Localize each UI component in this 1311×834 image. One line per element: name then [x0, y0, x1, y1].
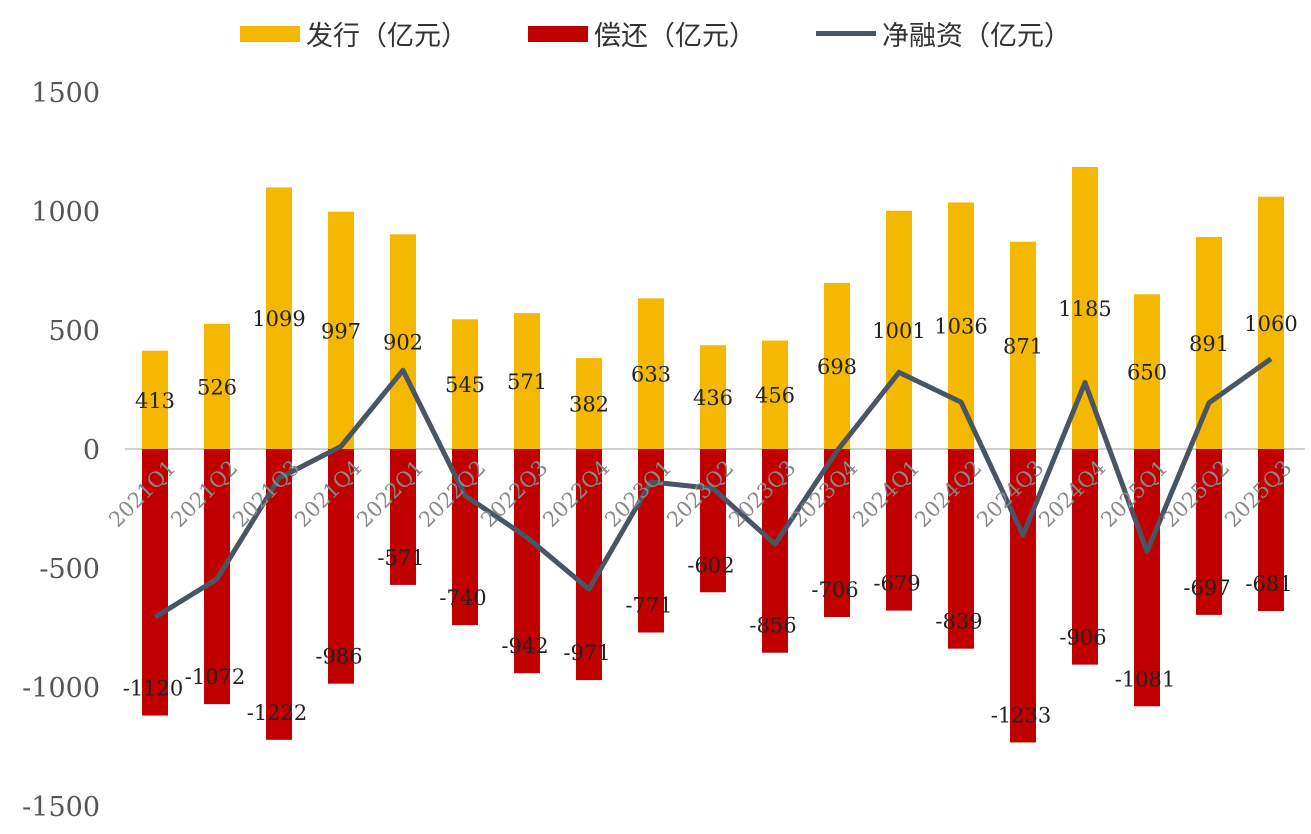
issuance-bar [328, 211, 354, 449]
issuance-data-label: 650 [1127, 361, 1167, 385]
repayment-bar [762, 449, 788, 653]
repayment-bar [390, 449, 416, 585]
net-financing-line [153, 356, 1273, 620]
repayment-data-label: -986 [315, 645, 362, 669]
repayment-data-label: -971 [563, 641, 610, 665]
repayment-data-label: -771 [625, 593, 672, 617]
repayment-data-label: -681 [1245, 572, 1292, 596]
issuance-data-label: 1001 [872, 319, 925, 343]
legend-label: 净融资（亿元） [882, 21, 1071, 52]
repayment-bar [576, 449, 602, 681]
repayment-bar [1134, 449, 1160, 707]
legend-item-net: 净融资（亿元） [816, 14, 1071, 53]
issuance-data-label: 545 [445, 373, 485, 397]
issuance-data-label: 698 [817, 355, 857, 379]
repayment-data-label: -679 [873, 572, 920, 596]
issuance-data-label: 1099 [252, 307, 305, 331]
repayment-data-label: -740 [439, 586, 486, 610]
legend: 发行（亿元） 偿还（亿元） 净融资（亿元） [0, 14, 1311, 53]
repayment-bar [886, 449, 912, 611]
repayment-data-label: -1072 [185, 665, 246, 689]
issuance-data-label: 571 [507, 370, 547, 394]
repayment-bar [1196, 449, 1222, 615]
y-tick-label: -1500 [22, 792, 100, 823]
legend-swatch [528, 25, 588, 42]
issuance-bar [824, 282, 850, 449]
issuance-data-label: 436 [693, 386, 733, 410]
repayment-data-label: -697 [1183, 576, 1230, 600]
repayment-data-label: -602 [687, 553, 734, 577]
issuance-data-label: 382 [569, 393, 609, 417]
issuance-bar [452, 319, 478, 449]
repayment-data-label: -706 [811, 578, 858, 602]
issuance-bar [204, 323, 230, 449]
issuance-data-label: 1185 [1058, 297, 1111, 321]
issuance-bar [700, 345, 726, 449]
repayment-data-label: -906 [1059, 626, 1106, 650]
issuance-data-label: 997 [321, 319, 361, 343]
legend-item-issuance: 发行（亿元） [240, 14, 468, 53]
repayment-data-label: -942 [501, 634, 548, 658]
y-tick-label: 1000 [31, 197, 100, 228]
issuance-data-label: 871 [1003, 334, 1043, 358]
issuance-data-label: 902 [383, 331, 423, 355]
legend-label: 偿还（亿元） [594, 21, 756, 52]
y-tick-label: 0 [83, 435, 100, 466]
repayment-bar [142, 449, 168, 716]
issuance-bar [514, 313, 540, 449]
issuance-data-label: 456 [755, 384, 795, 408]
issuance-data-label: 413 [135, 389, 175, 413]
repayment-data-label: -1233 [991, 703, 1052, 727]
repayment-bar [328, 449, 354, 684]
issuance-bar [762, 340, 788, 449]
issuance-data-label: 633 [631, 363, 671, 387]
repayment-bar [824, 449, 850, 618]
repayment-bar [1258, 449, 1284, 612]
repayment-bar [1010, 449, 1036, 743]
issuance-bar [390, 234, 416, 449]
repayment-data-label: -1081 [1115, 667, 1176, 691]
legend-swatch [816, 31, 876, 36]
issuance-bar [142, 350, 168, 449]
y-tick-label: -1000 [22, 673, 100, 704]
y-tick-label: 1500 [31, 78, 100, 109]
legend-label: 发行（亿元） [306, 21, 468, 52]
repayment-data-label: -839 [935, 610, 982, 634]
issuance-bar [1010, 241, 1036, 449]
issuance-bar [576, 358, 602, 449]
repayment-bar [266, 449, 292, 740]
repayment-data-label: -1120 [123, 677, 184, 701]
issuance-bar [266, 187, 292, 450]
repayment-bar [514, 449, 540, 674]
y-tick-label: -500 [39, 554, 100, 585]
issuance-data-label: 891 [1189, 332, 1229, 356]
y-tick-label: 500 [48, 316, 100, 347]
legend-swatch [240, 25, 300, 42]
repayment-bar [948, 449, 974, 649]
legend-item-repayment: 偿还（亿元） [528, 14, 756, 53]
issuance-bar [886, 210, 912, 449]
repayment-data-label: -571 [377, 546, 424, 570]
issuance-bar [1258, 196, 1284, 449]
issuance-bar [1134, 294, 1160, 449]
issuance-data-label: 526 [197, 375, 237, 399]
issuance-bar [638, 298, 664, 449]
repayment-bar [1072, 449, 1098, 665]
repayment-bar [700, 449, 726, 593]
repayment-data-label: -1222 [247, 701, 308, 725]
issuance-data-label: 1036 [934, 315, 987, 339]
repayment-data-label: -856 [749, 614, 796, 638]
issuance-data-label: 1060 [1244, 312, 1297, 336]
issuance-bar [1196, 236, 1222, 449]
